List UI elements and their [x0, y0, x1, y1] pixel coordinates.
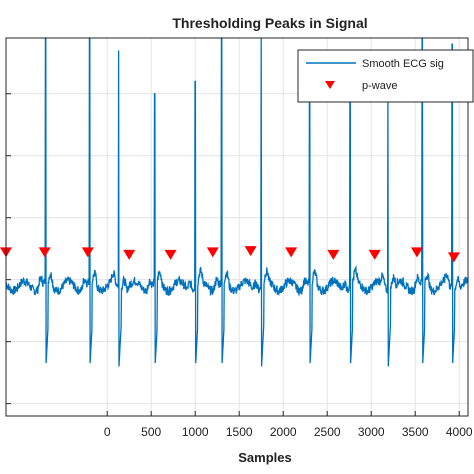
series-p-wave [0, 246, 460, 263]
p-wave-marker [81, 247, 94, 258]
x-tick-label: 2500 [314, 425, 341, 439]
x-tick-label: 3500 [402, 425, 429, 439]
p-wave-marker [447, 252, 460, 263]
legend: Smooth ECG sig p-wave [297, 49, 474, 103]
x-tick-label: 1500 [226, 425, 253, 439]
x-tick-label: 0 [104, 425, 111, 439]
p-wave-marker [410, 247, 423, 258]
p-wave-marker [206, 247, 219, 258]
signal-line [5, 37, 469, 367]
legend-label-signal: Smooth ECG sig [362, 58, 444, 70]
series-signal [5, 37, 469, 367]
x-tick-label: 3000 [358, 425, 385, 439]
x-tick-label: 500 [141, 425, 161, 439]
p-wave-marker [38, 247, 51, 258]
legend-marker-swatch [325, 81, 335, 89]
legend-box [297, 49, 474, 103]
x-tick-label: 1000 [182, 425, 209, 439]
p-wave-marker [244, 246, 257, 257]
x-tick-label: 2000 [270, 425, 297, 439]
plot-frame [5, 37, 469, 417]
p-wave-marker [368, 249, 381, 260]
chart-title: Thresholding Peaks in Signal [172, 15, 367, 31]
legend-label-p-wave: p-wave [362, 80, 397, 92]
p-wave-marker [123, 249, 136, 260]
x-axis-ticks: 0 500 1000 1500 2000 2500 3000 3500 4000 [6, 93, 473, 439]
x-tick-label: 4000 [446, 425, 473, 439]
p-wave-marker [285, 247, 298, 258]
x-axis-label: Samples [238, 450, 291, 465]
p-wave-marker [327, 249, 340, 260]
p-wave-marker [164, 249, 177, 260]
